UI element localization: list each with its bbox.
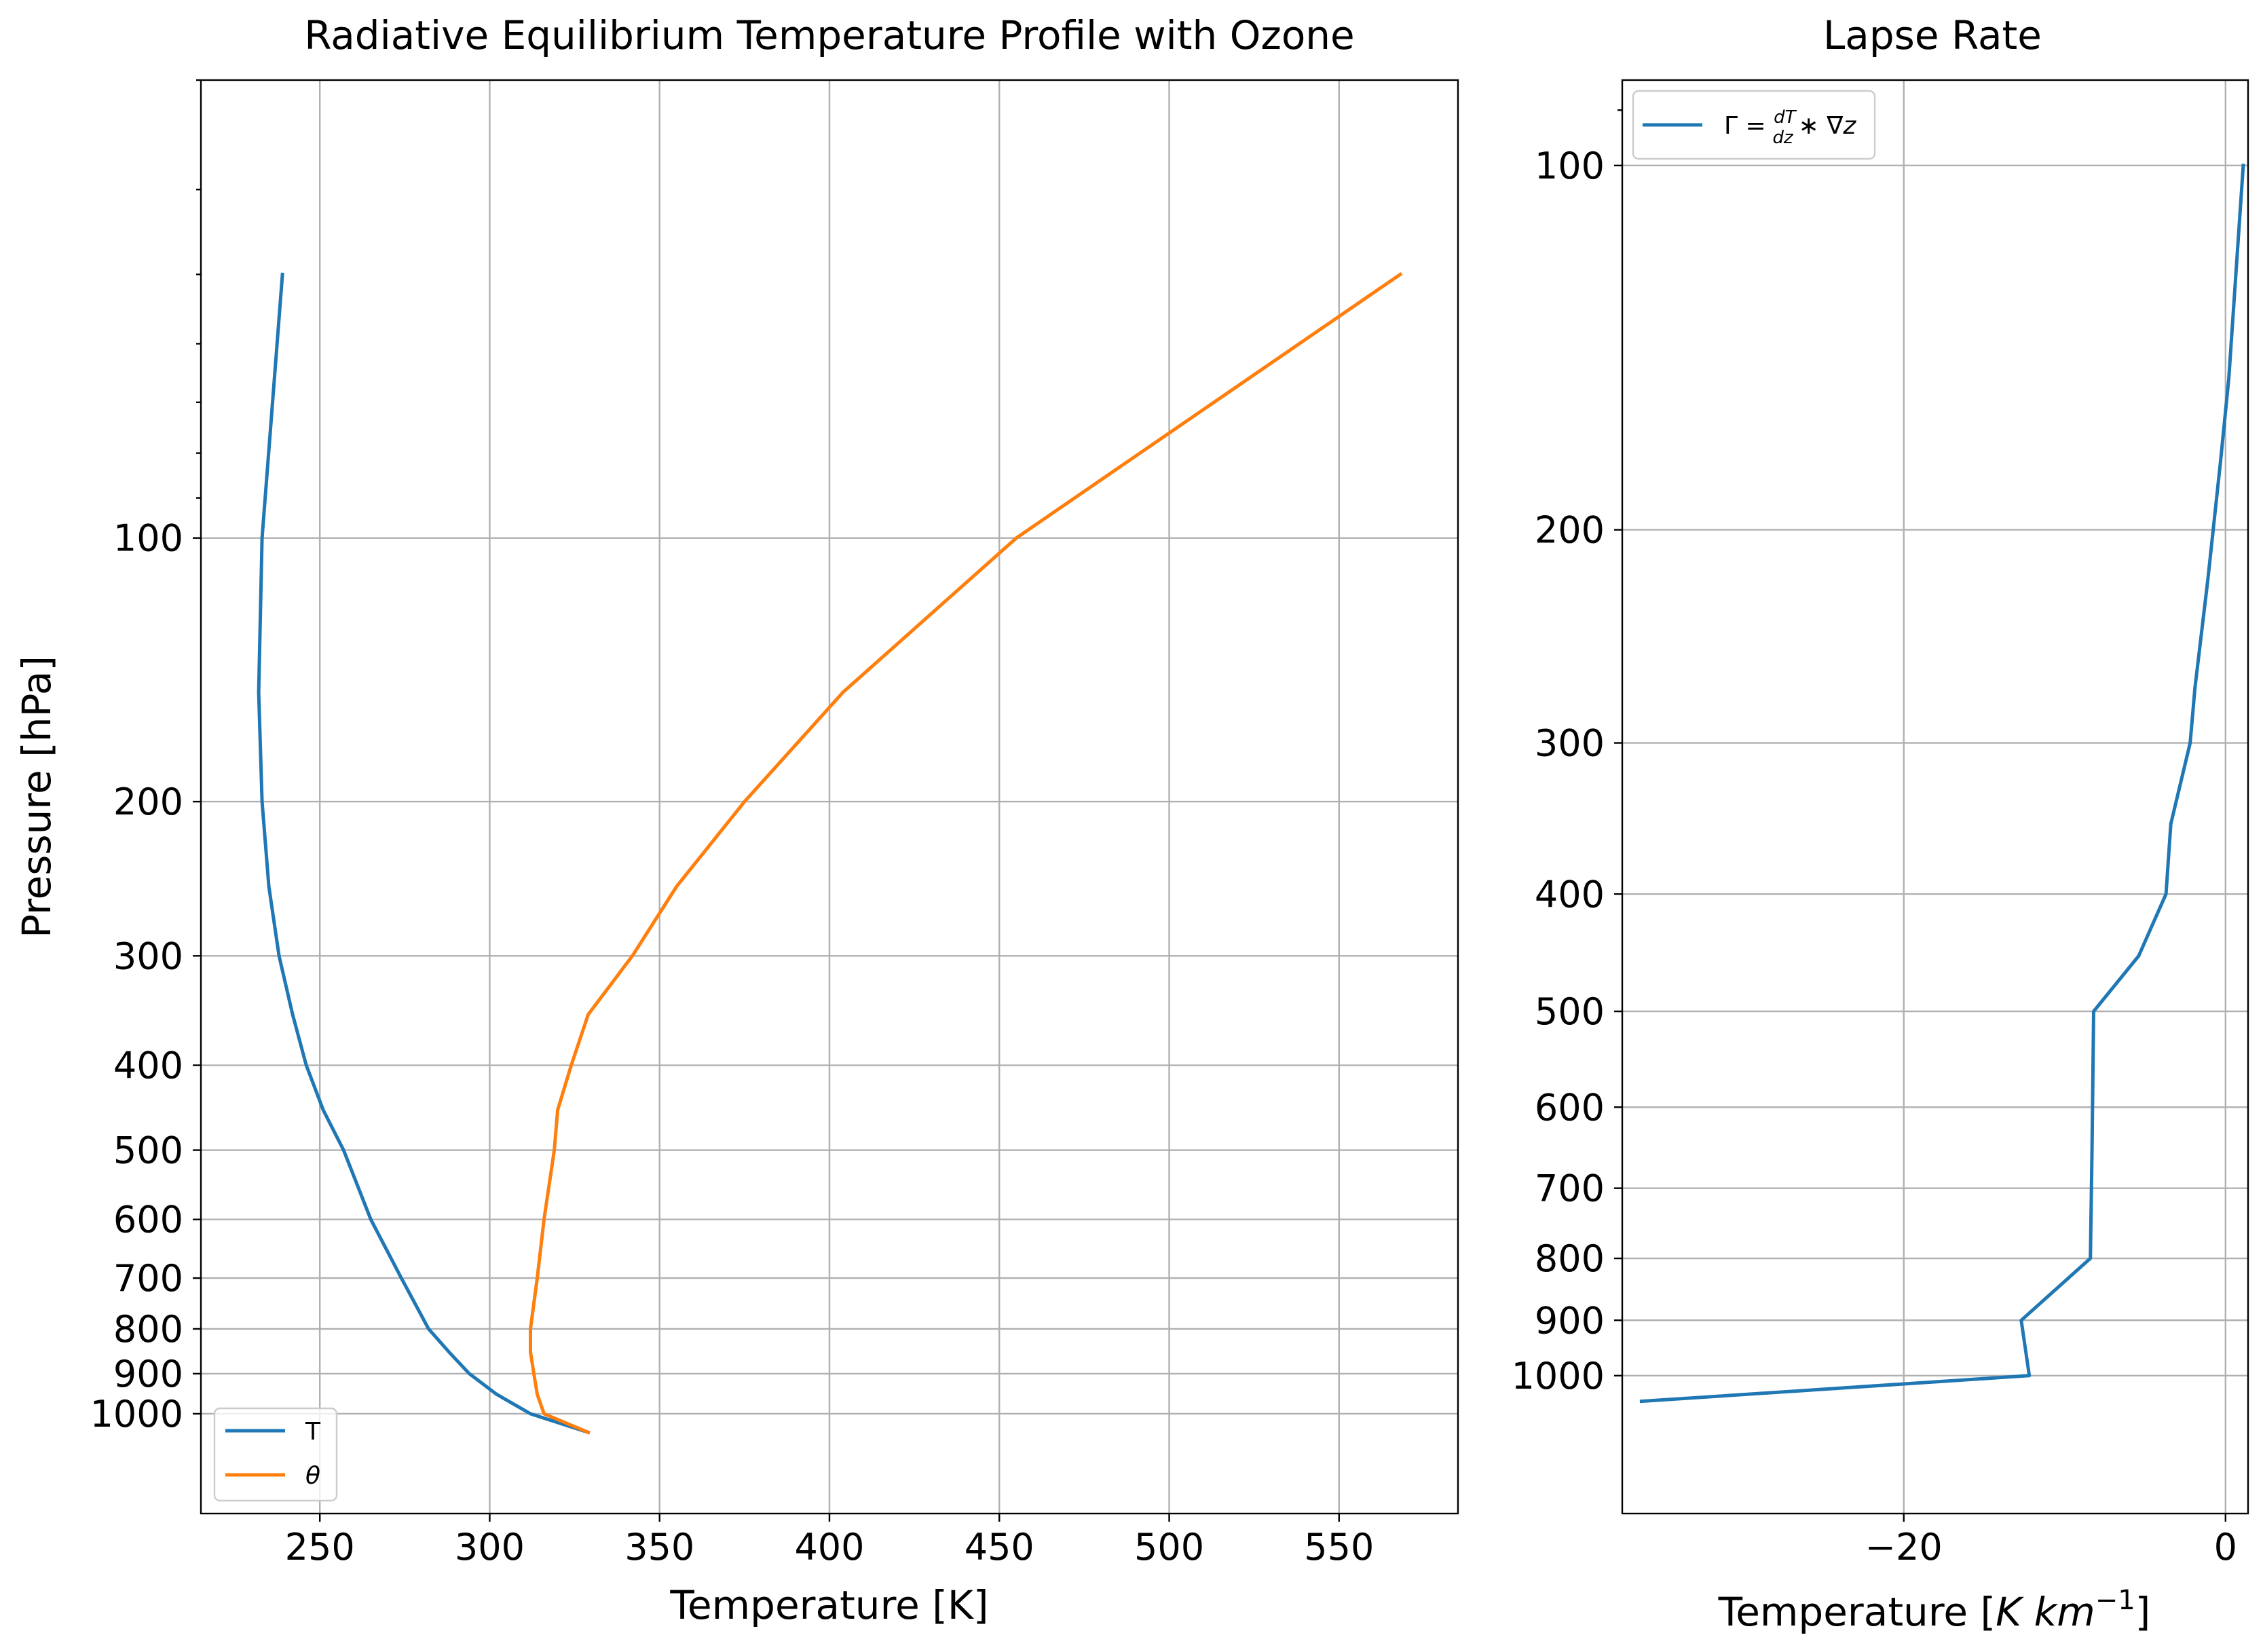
x-tick-label: 550 bbox=[1304, 1526, 1374, 1569]
series-line bbox=[1639, 164, 2245, 1404]
x-axis: 250 300 350 400 450 500 550 bbox=[285, 1514, 1374, 1569]
y-tick-label: 300 bbox=[1535, 722, 1605, 765]
x-tick-label: 300 bbox=[455, 1526, 525, 1569]
y-tick-label: 400 bbox=[113, 1045, 183, 1087]
axes-frame bbox=[1621, 79, 2249, 1515]
y-tick-label: 900 bbox=[113, 1353, 183, 1395]
y-tick-label: 100 bbox=[113, 517, 183, 560]
x-tick-label: 450 bbox=[965, 1526, 1034, 1569]
x-tick-label: 400 bbox=[794, 1526, 864, 1569]
legend: T θ bbox=[213, 1407, 338, 1502]
series-line bbox=[257, 272, 591, 1435]
legend: Γ = dT dz ∗ ∇z bbox=[1632, 90, 1876, 160]
grid bbox=[1622, 80, 2248, 1514]
y-tick-label: 800 bbox=[1535, 1237, 1605, 1280]
y-tick-label: 100 bbox=[1535, 145, 1605, 187]
x-tick-label: 0 bbox=[2214, 1526, 2237, 1569]
y-tick-label: 800 bbox=[113, 1308, 183, 1351]
x-axis-label: Temperature [K km−1] bbox=[1718, 1585, 2151, 1635]
chart-title: Lapse Rate bbox=[1823, 12, 2042, 58]
plot-area bbox=[1639, 164, 2245, 1404]
y-tick-label: 200 bbox=[113, 781, 183, 823]
temperature-profile-panel: Radiative Equilibrium Temperature Profil… bbox=[14, 12, 1459, 1628]
plot-area bbox=[257, 271, 1403, 1435]
y-tick-label: 900 bbox=[1535, 1299, 1605, 1342]
y-tick-label: 200 bbox=[1535, 509, 1605, 552]
x-axis-label: Temperature [K] bbox=[669, 1582, 988, 1628]
legend-box bbox=[1632, 90, 1876, 160]
y-tick-label: 400 bbox=[1535, 873, 1605, 916]
y-tick-label: 600 bbox=[113, 1199, 183, 1241]
y-axis-label: Pressure [hPa] bbox=[14, 656, 60, 938]
grid bbox=[201, 80, 1458, 1514]
y-tick-label: 700 bbox=[1535, 1167, 1605, 1210]
x-axis: −20 0 bbox=[1865, 1514, 2237, 1569]
x-tick-label: −20 bbox=[1865, 1526, 1943, 1569]
y-tick-label: 500 bbox=[1535, 990, 1605, 1033]
x-tick-label: 500 bbox=[1134, 1526, 1204, 1569]
legend-label-t: T bbox=[305, 1418, 321, 1446]
y-tick-label: 1000 bbox=[1512, 1355, 1605, 1397]
y-tick-label: 300 bbox=[113, 935, 183, 977]
lapse-rate-panel: Lapse Rate −20 0 100 200 300 400 500 600 700 800… bbox=[1512, 12, 2249, 1635]
legend-label-theta: θ bbox=[305, 1462, 320, 1490]
y-tick-label: 1000 bbox=[90, 1393, 183, 1435]
x-tick-label: 250 bbox=[285, 1526, 355, 1569]
y-tick-label: 700 bbox=[113, 1257, 183, 1300]
y-axis: 100 200 300 400 500 600 700 800 900 1000 bbox=[1512, 109, 1622, 1397]
y-tick-label: 500 bbox=[113, 1129, 183, 1172]
series-line bbox=[529, 271, 1403, 1435]
y-tick-label: 600 bbox=[1535, 1086, 1605, 1129]
x-tick-label: 350 bbox=[624, 1526, 694, 1569]
chart-title: Radiative Equilibrium Temperature Profil… bbox=[304, 12, 1355, 58]
